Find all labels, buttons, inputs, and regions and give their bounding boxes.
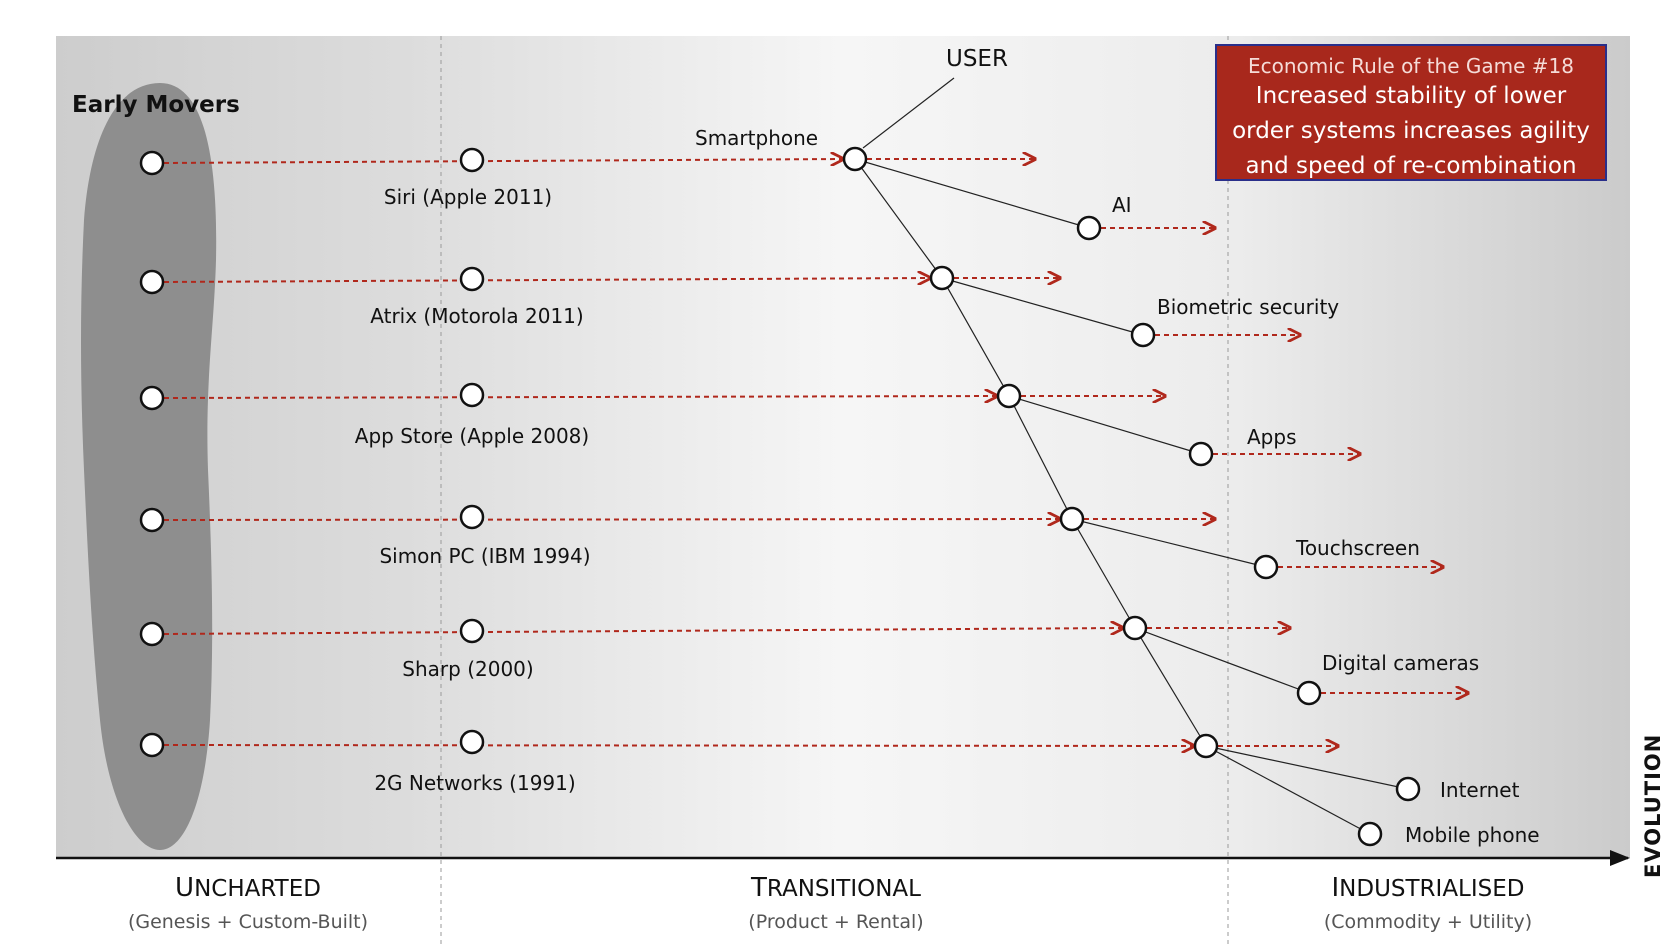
phase-subtitle-industrialised: (Commodity + Utility) <box>1324 911 1532 933</box>
component-node-3 <box>1188 441 1214 467</box>
example-label-1: Siri (Apple 2011) <box>384 185 552 209</box>
early-mover-node-1 <box>139 150 165 176</box>
branch-link-6 <box>1205 745 1409 790</box>
example-node-1 <box>459 147 485 173</box>
phase-title-transitional: TRANSITIONAL <box>750 873 921 903</box>
early-mover-node-3 <box>139 385 165 411</box>
spine-label-1: Smartphone <box>695 126 818 150</box>
early-mover-node-6 <box>139 732 165 758</box>
phase-title-uncharted: UNCHARTED <box>175 873 321 903</box>
rule-line-3: and speed of re-combination <box>1245 153 1577 179</box>
component-label-1: AI <box>1112 193 1132 217</box>
spine-node-3 <box>996 383 1022 409</box>
component-rows <box>163 159 1468 746</box>
rule-line-1: Increased stability of lower <box>1255 83 1567 109</box>
component-nodes <box>139 146 1421 847</box>
evolution-arrow-row-5 <box>163 628 1123 634</box>
example-label-5: Sharp (2000) <box>402 657 533 681</box>
branch-link-3 <box>1008 395 1202 455</box>
phase-subtitle-uncharted: (Genesis + Custom-Built) <box>128 911 368 933</box>
example-label-6: 2G Networks (1991) <box>374 771 575 795</box>
evolution-arrow-row-3 <box>163 396 997 398</box>
early-mover-node-4 <box>139 507 165 533</box>
branch-link-5 <box>1134 627 1310 694</box>
component-label-3: Apps <box>1247 425 1297 449</box>
component-label-4: Touchscreen <box>1295 536 1420 560</box>
example-node-3 <box>459 382 485 408</box>
component-labels: Siri (Apple 2011) Smartphone AI Atrix (Moto… <box>355 126 1540 847</box>
rule-line-2: order systems increases agility <box>1232 118 1590 144</box>
component-node-5 <box>1296 680 1322 706</box>
user-label: USER <box>946 46 1008 72</box>
example-label-3: App Store (Apple 2008) <box>355 424 589 448</box>
user-link <box>862 77 955 149</box>
early-movers-label: Early Movers <box>72 92 240 118</box>
spine-node-1 <box>842 146 868 172</box>
example-node-2 <box>459 266 485 292</box>
component-node-2 <box>1130 322 1156 348</box>
spine-node-5 <box>1122 615 1148 641</box>
rule-heading: Economic Rule of the Game #18 <box>1248 54 1574 78</box>
spine-node-6 <box>1193 733 1219 759</box>
example-node-6 <box>459 729 485 755</box>
early-mover-node-5 <box>139 621 165 647</box>
branch-link-1 <box>854 158 1090 229</box>
component-node-6 <box>1395 776 1421 802</box>
dependency-edges <box>854 158 1409 835</box>
evolution-arrow-row-6 <box>163 745 1194 746</box>
spine-line <box>854 158 1207 747</box>
evolution-label: EVOLUTION <box>1641 734 1665 878</box>
early-movers-region <box>81 83 217 850</box>
component-label-5: Digital cameras <box>1322 651 1479 675</box>
example-node-5 <box>459 618 485 644</box>
component-node-1 <box>1076 215 1102 241</box>
spine-node-2 <box>929 265 955 291</box>
example-label-4: Simon PC (IBM 1994) <box>379 544 590 568</box>
evolution-arrow-row-2 <box>163 278 930 282</box>
component-node-4 <box>1253 554 1279 580</box>
component-label-mobile-phone: Mobile phone <box>1405 823 1540 847</box>
example-label-2: Atrix (Motorola 2011) <box>370 304 583 328</box>
component-node-mobile-phone <box>1357 821 1383 847</box>
spine-node-4 <box>1059 506 1085 532</box>
component-label-6: Internet <box>1440 778 1520 802</box>
branch-link-mobile-phone <box>1205 745 1371 835</box>
early-mover-node-2 <box>139 269 165 295</box>
example-node-4 <box>459 504 485 530</box>
branch-link-4 <box>1071 518 1267 568</box>
branch-link-2 <box>941 277 1144 336</box>
component-label-2: Biometric security <box>1157 295 1339 319</box>
phase-title-industrialised: INDUSTRIALISED <box>1331 873 1524 903</box>
phase-subtitle-transitional: (Product + Rental) <box>748 911 923 933</box>
rule-box: Economic Rule of the Game #18 Increased … <box>1215 44 1607 181</box>
